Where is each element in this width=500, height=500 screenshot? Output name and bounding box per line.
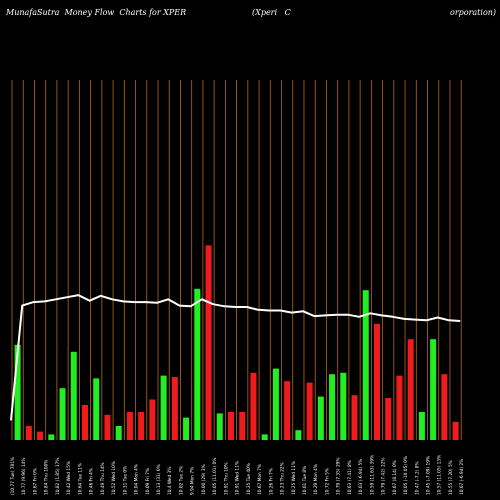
money-flow-bar [317, 396, 324, 440]
x-tick-label: 10.46 Fri 4% [89, 468, 95, 495]
x-tick-label: 10.63 (7.41) 8% [347, 460, 353, 495]
money-flow-bar [362, 290, 369, 440]
money-flow-bar [239, 412, 246, 440]
money-flow-bar [14, 344, 21, 440]
x-tick-label: 10.77 (9.96) 14% [21, 457, 27, 495]
company-name-tail: orporation) [450, 8, 497, 17]
money-flow-bar [149, 399, 156, 440]
x-tick-label: 10.03 (-6.94) 5% [358, 459, 364, 495]
money-flow-bar [430, 339, 437, 440]
x-tick-label: 10.05 (-10.05) 0% [403, 456, 409, 495]
money-flow-bar [205, 245, 212, 440]
price-line [10, 294, 461, 421]
x-tick-label: 10.29 Mon 4% [313, 464, 319, 495]
x-tick-label: 10.67 (8.14) 0% [392, 460, 398, 495]
x-tick-label: 10.26 Fri 7% [268, 468, 274, 495]
money-flow-bar [284, 381, 291, 440]
money-flow-bar [37, 431, 44, 440]
money-flow-bar [70, 351, 77, 440]
x-tick-label: 10.67 Fri 0% [32, 468, 38, 495]
x-tick-label: 10.4 Wed 3% [167, 467, 173, 495]
x-tick-label: 9.94 Mon 7% [190, 467, 196, 495]
x-tick-label: 10.82 (1.85) 17% [55, 457, 61, 495]
money-flow-bar [385, 398, 392, 440]
money-flow-bar [194, 288, 201, 440]
x-tick-label: 10.09 Fri 7% [145, 468, 151, 495]
money-flow-bar [227, 412, 234, 440]
x-tick-label: 10.00 (29) 3% [201, 464, 207, 495]
x-tick-label: 10.31 Tue 0% [122, 466, 128, 495]
money-flow-bar [183, 417, 190, 440]
x-tick-label: 10.67 (-6.94) 2% [459, 459, 465, 495]
money-flow-bar [295, 430, 302, 440]
money-flow-bar [396, 375, 403, 440]
money-flow-bar [59, 388, 66, 440]
money-flow-bar [452, 421, 459, 440]
x-tick-label: (10.77 Tue) 781% [10, 457, 16, 495]
x-tick-label: 10.84 Thu 100% [44, 460, 50, 495]
x-tick-label: 10.23 Thu 22% [280, 462, 286, 495]
money-flow-bar [48, 434, 55, 440]
x-tick-label: 10.13 (31) 0% [156, 464, 162, 495]
x-tick-label: 10.52 Wed 10% [111, 461, 117, 495]
money-flow-bar [329, 374, 336, 440]
money-flow-bar [407, 339, 414, 440]
x-tick-label: 10.42 Wed 15% [66, 461, 72, 495]
money-flow-bar [418, 412, 425, 440]
x-tick-label: 10.79 (7.35) 29% [336, 457, 342, 495]
x-tick-label: 10.55 (7.20) 5% [448, 460, 454, 495]
x-tick-label: 10.64 Tue 11% [77, 463, 83, 495]
money-flow-bar [81, 405, 88, 440]
money-flow-bar [373, 323, 380, 440]
x-tick-label: 10.49 Thu 14% [100, 462, 106, 495]
x-tick-label: 10.02 Tue 2% [178, 466, 184, 495]
money-flow-bar [25, 426, 32, 440]
x-tick-label: 10.91 Thu 10% [223, 462, 229, 495]
x-tick-label: 10.25 Wed 11% [291, 461, 297, 495]
money-flow-bar [126, 412, 133, 440]
x-tick-label: 10.79 (7.42) 22% [381, 457, 387, 495]
money-flow-bar [250, 372, 257, 440]
money-flow-bar [441, 374, 448, 440]
x-tick-label: 10.72 Fri 5% [324, 468, 330, 495]
chart-title: MunafaSutra Money Flow Charts for XPER [6, 8, 187, 17]
x-tick-label: 10.05 (11.01) 0% [212, 457, 218, 495]
x-tick-label: 10.91 Wed 11% [235, 461, 241, 495]
money-flow-bar [160, 375, 167, 440]
money-flow-bar [272, 368, 279, 440]
x-tick-label: 10.67 Mon 7% [257, 464, 263, 495]
x-tick-label: 10.59 (11.63) 39% [369, 455, 375, 495]
money-flow-bar [171, 377, 178, 440]
money-flow-bar [306, 382, 313, 440]
company-name: (Xperi C [252, 8, 291, 17]
x-tick-label: 10.57 (11.05) 13% [437, 455, 443, 495]
money-flow-bar [115, 426, 122, 440]
money-flow-bar [138, 412, 145, 440]
x-tick-label: 10.35 Tue 40% [246, 463, 252, 495]
money-flow-bar [93, 378, 100, 440]
x-tick-label: 10.45 (-7.09) 19% [426, 456, 432, 495]
money-flow-bar [340, 372, 347, 440]
money-flow-bar [351, 395, 358, 440]
money-flow-bar [216, 413, 223, 440]
money-flow-bar [261, 434, 268, 440]
x-tick-label: 10.04 Mon 4% [134, 464, 140, 495]
x-tick-label: 10.01 Tue 8% [302, 466, 308, 495]
money-flow-bar [104, 414, 111, 440]
x-tick-label: 10.47 (-7.2) 8% [414, 461, 420, 495]
